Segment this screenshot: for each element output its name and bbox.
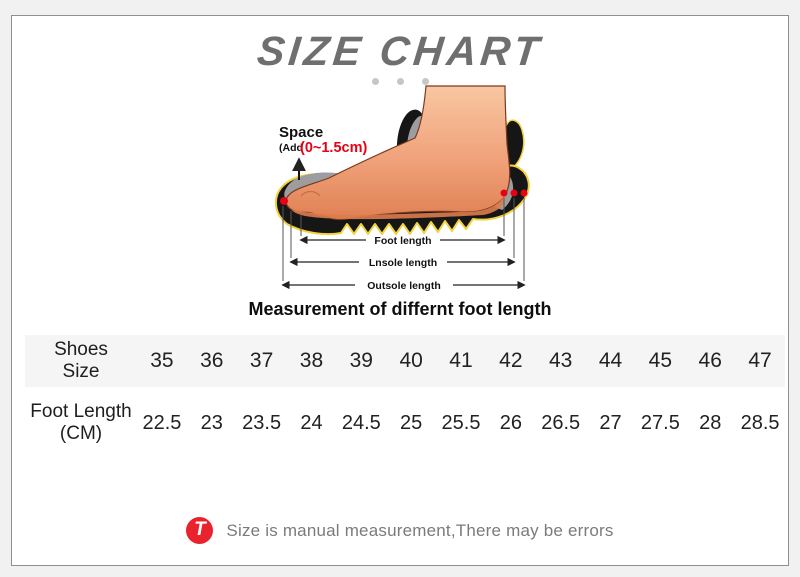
page-title: SIZE CHART xyxy=(254,28,546,74)
measure-dot xyxy=(280,197,288,205)
foot-length-label: Foot length xyxy=(374,235,431,247)
size-cell: 44 xyxy=(598,349,623,372)
size-cell: 47 xyxy=(748,349,772,372)
toe-crease-line xyxy=(300,190,321,197)
length-cell: 25.5 xyxy=(441,411,481,434)
size-table: Shoes Size 35 36 37 38 39 40 41 42 43 44… xyxy=(25,335,785,459)
foot-shade-shape xyxy=(292,194,506,220)
size-cell: 36 xyxy=(200,349,224,372)
dot-icon xyxy=(371,78,379,85)
length-cell: 22.5 xyxy=(142,411,182,434)
size-cell: 39 xyxy=(349,349,373,372)
length-cell: 23.5 xyxy=(242,411,282,434)
length-cell: 27 xyxy=(599,411,622,434)
length-cell: 28.5 xyxy=(740,411,780,434)
shoes-size-row: Shoes Size 35 36 37 38 39 40 41 42 43 44… xyxy=(25,335,785,387)
content-panel: SIZE CHART xyxy=(11,15,789,566)
foot-length-row: Foot Length (CM) 22.5 23 23.5 24 24.5 25… xyxy=(25,387,785,459)
length-cell: 24.5 xyxy=(341,411,381,434)
size-cell: 37 xyxy=(249,349,274,372)
length-cell: 23 xyxy=(200,411,223,434)
length-cell: 26 xyxy=(499,411,522,434)
space-value-label: (0~1.5cm) xyxy=(300,140,367,156)
length-cell: 26.5 xyxy=(541,411,581,434)
measure-dot xyxy=(510,189,518,197)
foot-measurement-diagram: Space (Add (0~1.5cm) Foot length xyxy=(269,84,541,298)
measure-dot xyxy=(500,189,508,197)
title-divider-dots xyxy=(12,78,788,85)
length-cell: 27.5 xyxy=(640,411,680,434)
shoes-size-header: Shoes Size xyxy=(54,339,108,382)
size-cell: 38 xyxy=(299,349,324,372)
length-cell: 24 xyxy=(300,411,323,434)
dot-icon xyxy=(396,78,404,85)
measure-dot xyxy=(520,189,528,197)
size-cell: 46 xyxy=(698,349,722,372)
size-cell: 40 xyxy=(399,349,423,372)
size-cell: 45 xyxy=(648,349,673,372)
dot-icon xyxy=(421,78,429,85)
size-cell: 41 xyxy=(449,349,473,372)
guide-lines xyxy=(282,198,525,281)
length-cell: 28 xyxy=(699,411,722,434)
diagram-caption: Measurement of differnt foot length xyxy=(248,299,552,319)
foot-diagram-svg: Space (Add (0~1.5cm) Foot length xyxy=(274,85,530,292)
insole-length-label: Lnsole length xyxy=(369,257,437,269)
space-label: Space xyxy=(279,124,323,141)
size-cell: 43 xyxy=(548,349,573,372)
size-cell: 35 xyxy=(150,349,174,372)
size-cell: 42 xyxy=(499,349,523,372)
outsole-length-label: Outsole length xyxy=(367,280,441,292)
foot-length-header: Foot Length (CM) xyxy=(30,401,132,444)
space-add-label: (Add xyxy=(279,142,303,154)
disclaimer-text: Size is manual measurement,There may be … xyxy=(226,520,614,540)
brand-t-icon: T xyxy=(186,517,214,544)
length-cell: 25 xyxy=(400,411,423,434)
disclaimer-row: T Size is manual measurement,There may b… xyxy=(12,517,788,544)
